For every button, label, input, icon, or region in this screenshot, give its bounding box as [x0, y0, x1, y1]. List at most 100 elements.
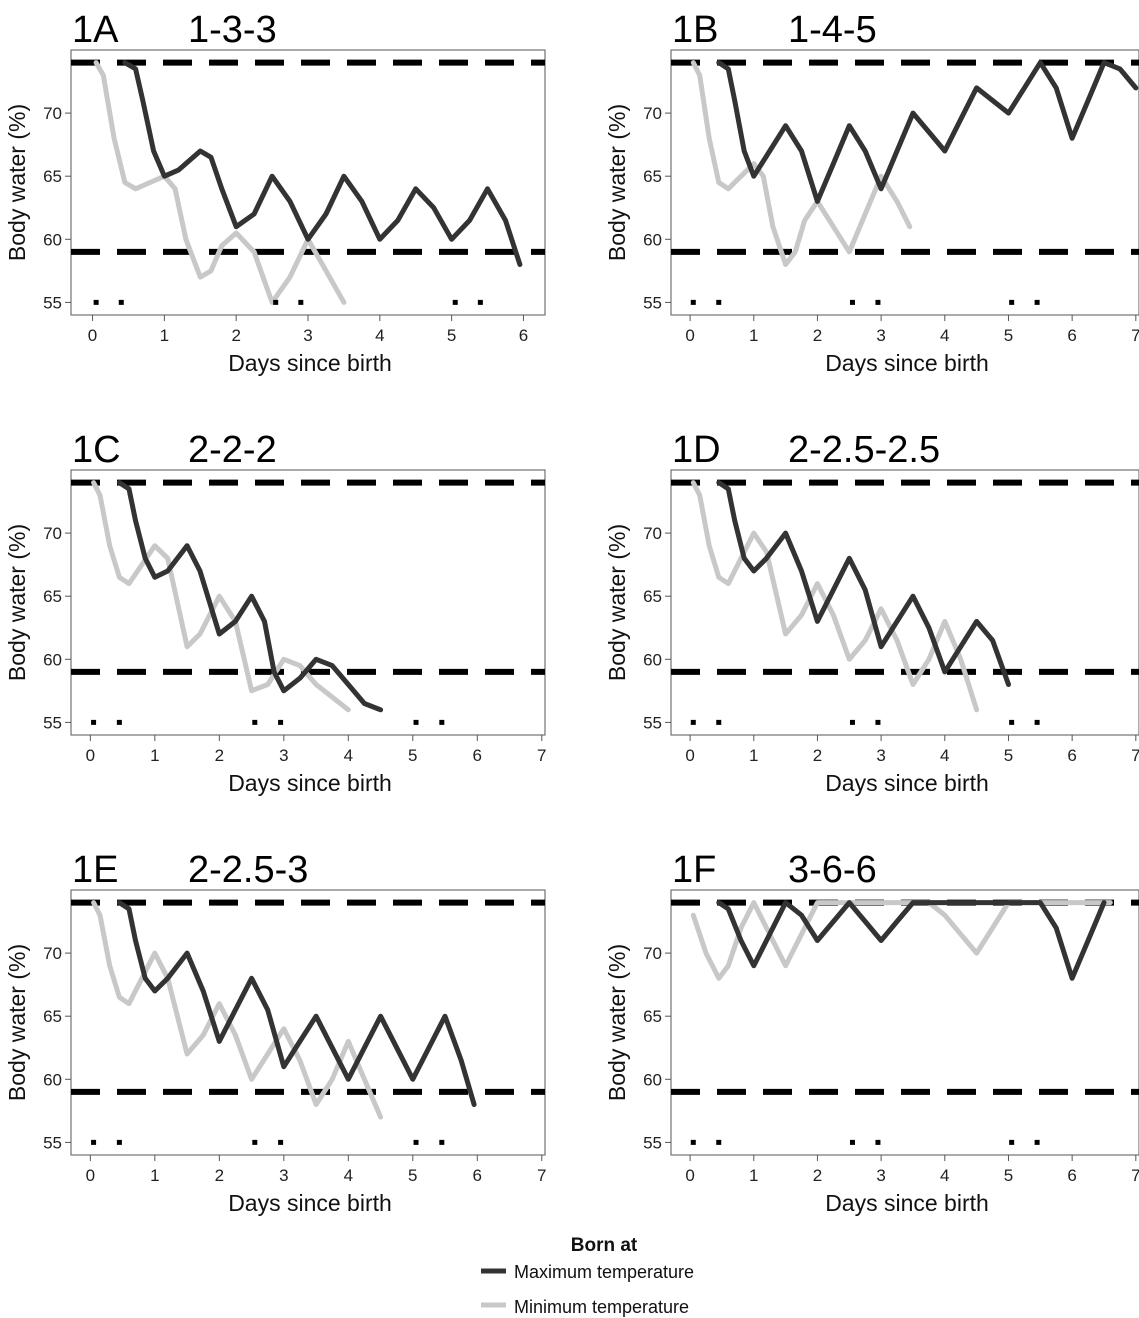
x-tick-label: 2: [231, 326, 240, 345]
x-tick-label: 6: [519, 326, 528, 345]
x-tick-label: 6: [1067, 1166, 1076, 1185]
y-axis-title: Body water (%): [604, 944, 630, 1101]
x-tick-label: 0: [685, 326, 694, 345]
max-temperature-series: [122, 60, 523, 267]
marker-point: [1009, 719, 1015, 725]
panel-title: 2-2.5-3: [188, 849, 308, 891]
panel-label: 1E: [72, 849, 118, 891]
marker-point: [413, 719, 419, 725]
x-tick-label: 4: [940, 326, 949, 345]
x-tick-label: 5: [447, 326, 456, 345]
max-temperature-series: [716, 900, 1107, 981]
panel-title: 1-4-5: [788, 9, 877, 51]
panel-title: 2-2-2: [188, 429, 277, 471]
y-tick-label: 65: [43, 1007, 62, 1026]
plot-area: [671, 479, 1139, 725]
chart-panel-1b: 1B 1-4-5 55 60 65 70 0 1 2 3 4 5 6 7 Days since birth B…: [604, 9, 1139, 376]
x-tick-label: 5: [408, 1166, 417, 1185]
marker-point: [116, 1139, 122, 1145]
marker-point: [91, 719, 97, 725]
max-temperature-series: [716, 60, 1139, 204]
min-temperature-series: [91, 480, 351, 713]
x-tick-label: 5: [1004, 326, 1013, 345]
x-tick-label: 1: [749, 746, 758, 765]
x-tick-label: 3: [279, 1166, 288, 1185]
marker-point: [716, 719, 722, 725]
x-tick-label: 6: [1067, 326, 1076, 345]
marker-point: [690, 1139, 696, 1145]
x-tick-label: 3: [279, 746, 288, 765]
x-tick-label: 3: [876, 746, 885, 765]
x-axis-title: Days since birth: [825, 350, 989, 376]
marker-point: [1034, 299, 1040, 305]
x-tick-label: 4: [344, 746, 353, 765]
chart-panel-1d: 1D 2-2.5-2.5 55 60 65 70 0 1 2 3 4 5 6 7 Days since bi…: [604, 429, 1139, 796]
y-tick-label: 70: [43, 104, 62, 123]
chart-panel-1f: 1F 3-6-6 55 60 65 70 0 1 2 3 4 5 6 7 Days since birth B…: [604, 849, 1139, 1216]
y-tick-label: 55: [643, 713, 662, 732]
y-tick-label: 60: [43, 230, 62, 249]
y-tick-label: 65: [643, 167, 662, 186]
y-tick-label: 55: [643, 293, 662, 312]
x-tick-label: 2: [813, 326, 822, 345]
marker-point: [298, 299, 304, 305]
y-tick-label: 55: [43, 713, 62, 732]
min-temperature-series: [690, 60, 913, 267]
x-tick-label: 0: [685, 1166, 694, 1185]
x-tick-label: 1: [749, 326, 758, 345]
y-axis-title: Body water (%): [604, 524, 630, 681]
plot-frame: [70, 889, 546, 1156]
marker-point: [875, 719, 881, 725]
marker-point: [118, 299, 124, 305]
plot-area: [671, 59, 1139, 305]
y-tick-label: 60: [43, 650, 62, 669]
marker-point: [690, 719, 696, 725]
x-tick-label: 1: [749, 1166, 758, 1185]
marker-point: [273, 299, 279, 305]
panel-title: 2-2.5-2.5: [788, 429, 940, 471]
y-tick-label: 65: [43, 167, 62, 186]
plot-frame: [670, 889, 1139, 1156]
x-tick-label: 0: [88, 326, 97, 345]
y-tick-label: 60: [43, 1070, 62, 1089]
min-temperature-series: [91, 900, 384, 1120]
y-tick-label: 65: [643, 1007, 662, 1026]
marker-point: [252, 719, 258, 725]
plot-frame: [670, 49, 1139, 316]
x-tick-label: 7: [1131, 746, 1139, 765]
y-axis-title: Body water (%): [604, 104, 630, 261]
x-tick-label: 2: [215, 746, 224, 765]
y-axis-title: Body water (%): [4, 524, 30, 681]
x-tick-label: 5: [1004, 746, 1013, 765]
min-temperature-series: [93, 60, 347, 305]
marker-point: [439, 719, 445, 725]
marker-point: [452, 299, 458, 305]
marker-point: [252, 1139, 258, 1145]
legend-label-min: Minimum temperature: [514, 1297, 689, 1317]
panel-label: 1F: [672, 849, 716, 891]
x-axis-title: Days since birth: [228, 350, 392, 376]
x-axis-title: Days since birth: [228, 770, 392, 796]
y-axis-title: Body water (%): [4, 104, 30, 261]
marker-point: [477, 299, 483, 305]
max-temperature-series: [716, 480, 1011, 687]
y-tick-label: 70: [43, 944, 62, 963]
legend: Born at Maximum temperature Minimum temp…: [481, 1235, 694, 1317]
x-tick-label: 7: [537, 746, 546, 765]
x-tick-label: 6: [1067, 746, 1076, 765]
y-tick-label: 70: [643, 944, 662, 963]
y-tick-label: 60: [643, 650, 662, 669]
chart-panel-1e: 1E 2-2.5-3 55 60 65 70 0 1 2 3 4 5 6 7 Days since birt…: [4, 849, 547, 1216]
x-tick-label: 4: [940, 746, 949, 765]
x-tick-label: 1: [160, 326, 169, 345]
marker-point: [849, 1139, 855, 1145]
x-tick-label: 3: [876, 326, 885, 345]
plot-frame: [70, 469, 546, 736]
panel-label: 1D: [672, 429, 721, 471]
panel-label: 1C: [72, 429, 121, 471]
chart-panel-1c: 1C 2-2-2 55 60 65 70 0 1 2 3 4 5 6 7 Days since birth B…: [4, 429, 547, 796]
x-tick-label: 3: [876, 1166, 885, 1185]
y-tick-label: 60: [643, 1070, 662, 1089]
legend-title: Born at: [571, 1235, 638, 1256]
x-tick-label: 4: [940, 1166, 949, 1185]
